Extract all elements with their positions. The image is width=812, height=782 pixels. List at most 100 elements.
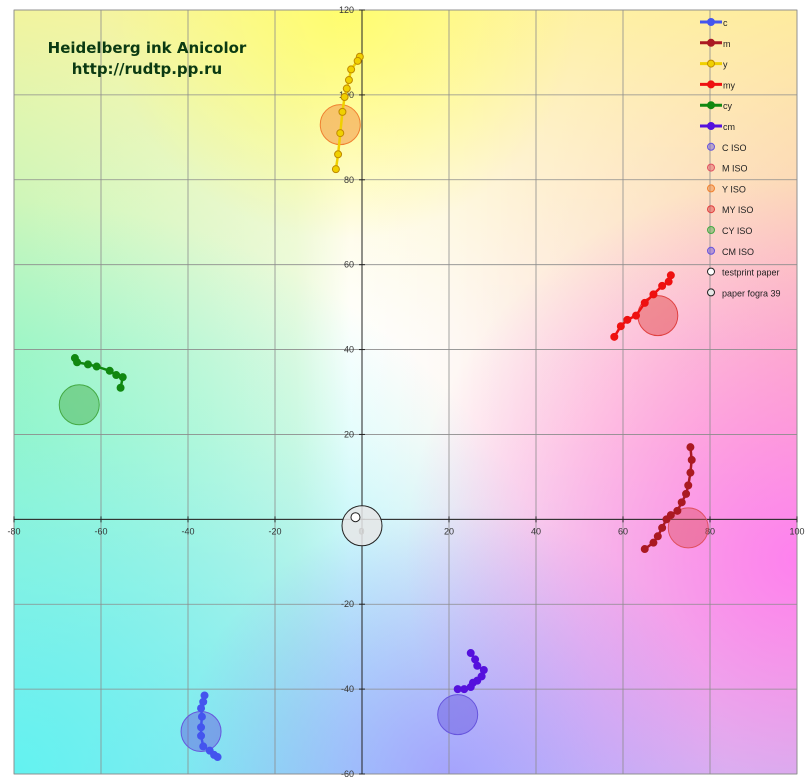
legend-label-cy: cy — [723, 101, 733, 111]
data-point-m — [682, 489, 691, 498]
y-tick-label: 20 — [344, 429, 354, 439]
x-tick-label: 20 — [444, 526, 454, 536]
legend-marker-my — [707, 80, 715, 89]
legend-marker-m-iso — [707, 163, 715, 172]
data-point-c — [200, 691, 209, 700]
data-point-my — [658, 281, 667, 290]
y-tick-label: -60 — [341, 769, 354, 779]
legend-marker-c — [707, 18, 715, 26]
y-tick-label: 80 — [344, 175, 354, 185]
data-point-y — [344, 76, 353, 85]
data-point-y — [347, 65, 356, 74]
data-point-cm — [473, 661, 482, 670]
background-wash — [14, 10, 797, 774]
data-point-cy — [116, 383, 125, 392]
data-point-m — [640, 545, 649, 554]
data-point-m — [653, 532, 662, 541]
data-point-c — [197, 731, 206, 740]
data-point-m — [684, 481, 693, 490]
data-point-y — [334, 150, 343, 159]
legend-marker-cy-iso — [707, 226, 715, 234]
legend-label-cm-iso: CM ISO — [722, 247, 754, 257]
legend-label-c: c — [723, 18, 728, 28]
y-tick-label: 60 — [344, 260, 354, 270]
chart-subtitle: http://rudtp.pp.ru — [72, 60, 222, 78]
data-point-m — [658, 523, 667, 532]
legend-label-cm: cm — [723, 122, 735, 132]
y-tick-label: -40 — [341, 684, 354, 694]
legend-marker-cm-iso — [707, 246, 715, 255]
data-point-y — [353, 56, 362, 65]
data-point-my — [649, 290, 658, 299]
iso-marker-paper-fogra-39 — [341, 505, 383, 547]
data-point-cy — [118, 373, 127, 382]
data-point-testprint-paper — [350, 512, 361, 523]
legend-label-y: y — [723, 60, 728, 70]
data-point-cm — [460, 685, 469, 694]
plot-border — [13, 9, 798, 775]
x-tick-label: 80 — [705, 526, 715, 536]
legend-label-cy-iso: CY ISO — [722, 226, 752, 236]
y-tick-label: -20 — [341, 599, 354, 609]
data-point-cy — [83, 360, 92, 369]
legend-label-y-iso: Y ISO — [722, 184, 746, 194]
legend-label-c-iso: C ISO — [722, 143, 747, 153]
data-point-c — [197, 712, 206, 721]
data-point-cy — [73, 358, 82, 367]
legend-label-my-iso: MY ISO — [722, 205, 753, 215]
data-point-my — [610, 332, 619, 341]
data-point-y — [342, 84, 351, 93]
data-point-c — [197, 723, 206, 732]
x-tick-label: -40 — [181, 526, 194, 536]
data-point-m — [686, 468, 695, 477]
data-point-cm — [466, 649, 475, 658]
legend-marker-y-iso — [707, 184, 715, 193]
x-tick-label: -60 — [94, 526, 107, 536]
legend-marker-my-iso — [707, 205, 715, 214]
legend-marker-cm — [707, 122, 715, 130]
data-point-c — [213, 753, 222, 762]
y-tick-label: 120 — [339, 5, 354, 15]
chart-title: Heidelberg ink Anicolor — [48, 39, 247, 57]
chart-title-block: Heidelberg ink Anicolor http://rudtp.pp.… — [48, 39, 247, 78]
data-point-cy — [92, 362, 101, 371]
legend-marker-cy — [707, 101, 715, 110]
data-point-m — [687, 455, 696, 464]
legend-label-m: m — [723, 39, 731, 49]
plot-background — [14, 10, 797, 774]
data-point-cm — [453, 685, 462, 694]
legend-marker-paper-fogra-39 — [707, 288, 715, 297]
data-point-c — [197, 704, 206, 713]
y-tick-label: 40 — [344, 345, 354, 355]
iso-marker-cy-iso — [58, 384, 100, 426]
legend-marker-testprint-paper — [707, 267, 715, 276]
x-tick-label: -80 — [7, 526, 20, 536]
data-point-my — [616, 322, 625, 331]
legend-marker-y — [707, 59, 715, 68]
data-point-y — [340, 93, 349, 102]
x-tick-label: 60 — [618, 526, 628, 536]
iso-marker-m-iso — [667, 507, 709, 549]
data-point-my — [623, 315, 632, 324]
series — [70, 52, 696, 762]
data-point-my — [664, 277, 673, 286]
data-point-my — [632, 311, 641, 320]
legend-marker-c-iso — [707, 142, 715, 151]
x-tick-label: -20 — [268, 526, 281, 536]
x-tick-label: 100 — [789, 526, 804, 536]
legend-label-testprint-paper: testprint paper — [722, 268, 780, 278]
data-point-cy — [112, 371, 121, 380]
data-point-my — [640, 298, 649, 307]
data-point-y — [336, 129, 345, 138]
data-point-m — [677, 498, 686, 507]
data-point-y — [338, 107, 347, 116]
legend-label-paper-fogra-39: paper fogra 39 — [722, 288, 781, 298]
data-point-m — [686, 443, 695, 452]
data-point-m — [662, 515, 671, 524]
data-point-m — [673, 506, 682, 515]
legend-label-my: my — [723, 80, 735, 90]
data-point-cm — [466, 682, 475, 691]
